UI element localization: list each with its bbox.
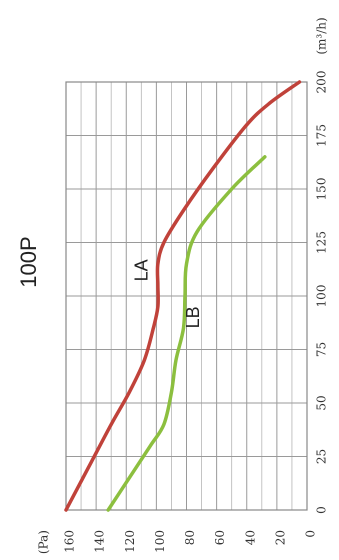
y-tick-label: 60	[213, 530, 227, 545]
x-tick-label: 175	[315, 124, 329, 147]
plot-border	[65, 81, 308, 511]
series-label-la: LA	[132, 259, 152, 281]
y-tick-label: 140	[93, 530, 107, 553]
y-tick-label: 20	[273, 530, 287, 545]
x-tick-label: 75	[315, 342, 329, 357]
x-tick-label: 125	[315, 231, 329, 254]
x-tick-label: 50	[315, 395, 329, 410]
x-tick-label: 200	[315, 71, 329, 94]
y-tick-label: 100	[153, 530, 167, 553]
grid	[65, 81, 308, 511]
y-tick-label: 0	[304, 530, 318, 538]
x-axis-unit: (m³/h)	[315, 17, 329, 54]
y-tick-label: 40	[243, 530, 257, 545]
series-line-lb	[106, 155, 267, 512]
x-tick-label: 25	[315, 449, 329, 464]
series-line-la	[64, 80, 302, 512]
y-axis-unit: (Pa)	[37, 530, 51, 554]
x-tick-label: 100	[315, 285, 329, 308]
tick-labels: 0 20 40 60 80 100 120 140 160 0 25 50 75 100 125 150 175…	[63, 71, 329, 553]
series-label-lb: LB	[183, 306, 203, 328]
y-tick-label: 80	[183, 530, 197, 545]
chart-title: 100P	[16, 236, 41, 287]
x-tick-label: 0	[315, 506, 329, 514]
y-tick-label: 120	[123, 530, 137, 553]
series-layer: LA LB	[64, 80, 302, 512]
y-tick-label: 160	[63, 530, 77, 553]
x-tick-label: 150	[315, 178, 329, 201]
